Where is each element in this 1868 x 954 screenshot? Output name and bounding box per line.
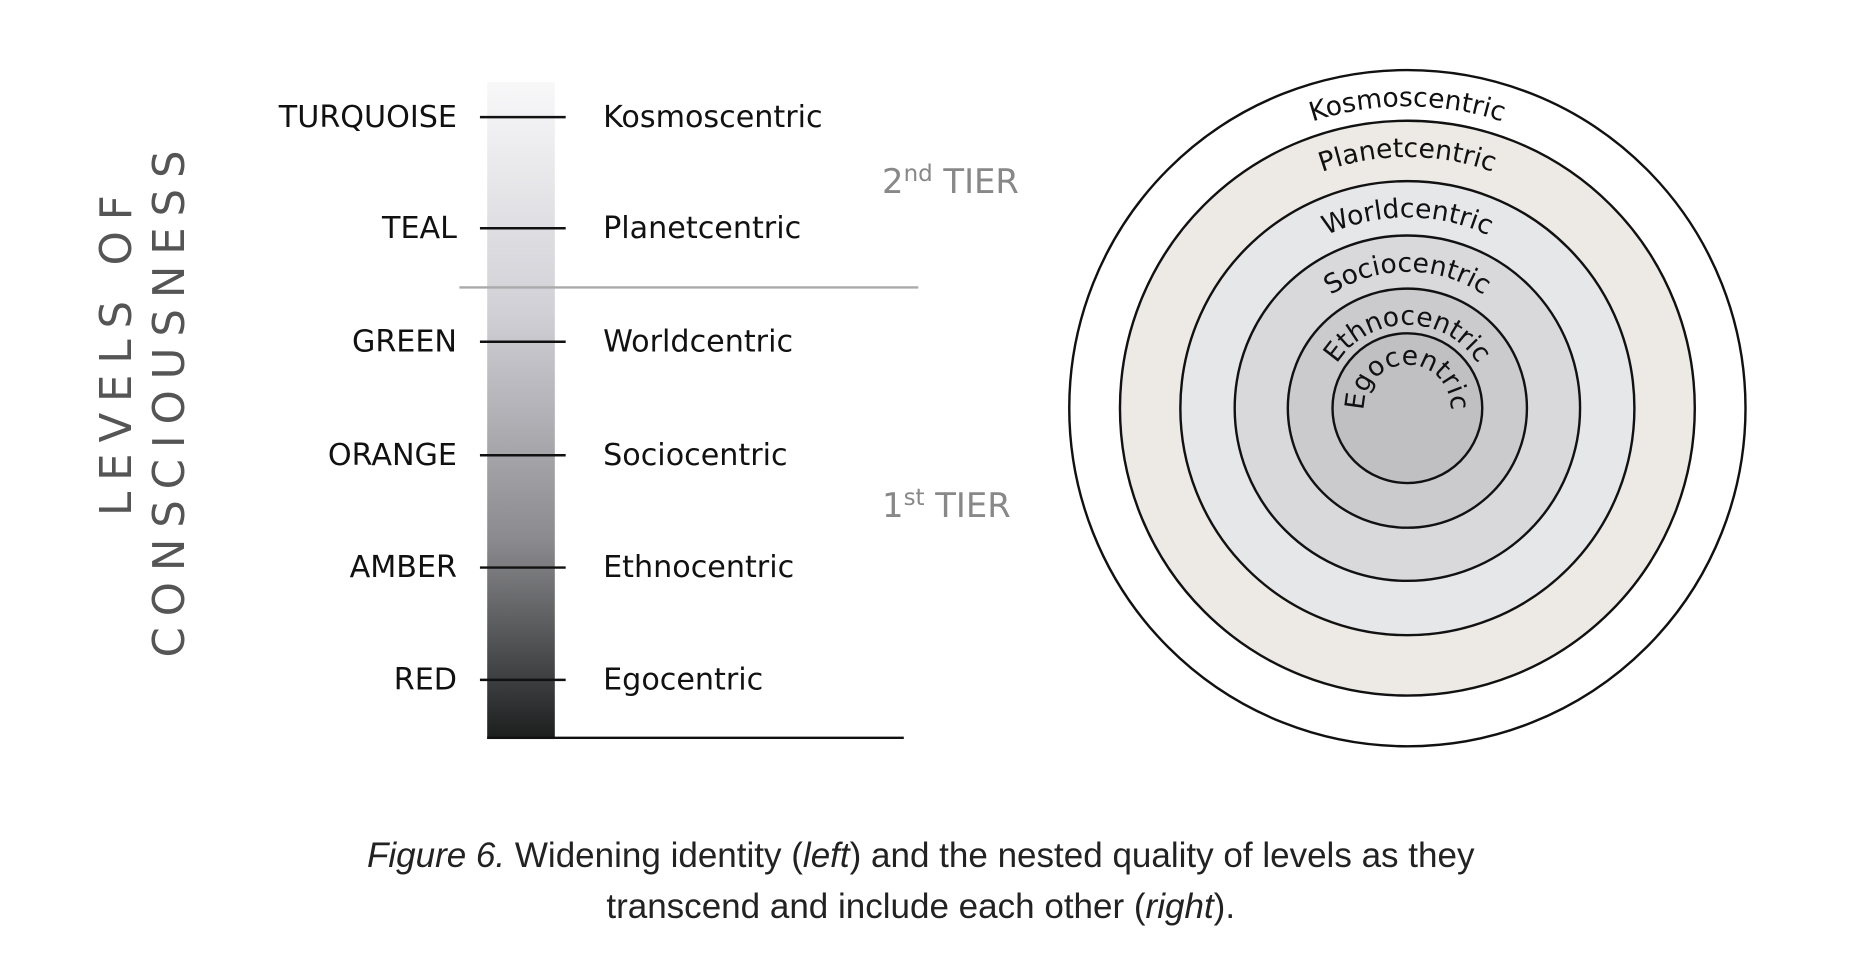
tier-space [925,486,936,525]
tier-suffix: st [904,485,925,511]
tier-space [933,162,944,201]
tier-number: 2 [882,162,904,201]
caption-text: ). [1214,887,1235,926]
caption-line: Figure 6. Widening identity (left) and t… [367,836,1475,875]
caption-text: right [1146,887,1215,926]
caption-text: ) and the nested quality of levels as th… [850,836,1475,875]
tier-word: TIER [942,162,1018,201]
side-title-line: LEVELS OF [92,184,142,516]
tier-word: TIER [934,486,1010,525]
caption-line: transcend and include each other (right)… [606,887,1235,926]
level-identity: Kosmoscentric [603,100,823,135]
level-color: AMBER [350,550,457,585]
level-identity: Egocentric [603,663,763,698]
caption-text: Widening identity ( [515,836,803,875]
side-title-line: CONSCIOUSNESS [145,140,195,658]
level-identity: Worldcentric [603,324,793,359]
side-title: LEVELS OF CONSCIOUSNESS [92,140,195,658]
level-identity: Planetcentric [603,211,801,246]
tier-number: 1 [882,486,904,525]
level-identity: Sociocentric [603,438,788,473]
tier-suffix: nd [904,161,933,187]
level-color: ORANGE [328,438,457,473]
gradient-bar [487,82,555,740]
tier-label: 2nd TIER [882,161,1019,201]
ring [1331,332,1484,485]
rings: KosmoscentricPlanetcentricWorldcentricSo… [1068,68,1747,748]
caption-text: transcend and include each other ( [606,887,1146,926]
level-color: TEAL [381,211,457,246]
level-identity: Ethnocentric [603,550,794,585]
tier-label: 1st TIER [882,485,1011,525]
caption-figure: Figure 6. [367,836,505,875]
level-color: GREEN [352,324,457,359]
level-color: RED [394,663,457,698]
level-color: TURQUOISE [278,100,457,135]
levels: TURQUOISE Kosmoscentric TEAL Planetcentric G… [278,100,823,698]
caption-text: left [803,836,851,875]
